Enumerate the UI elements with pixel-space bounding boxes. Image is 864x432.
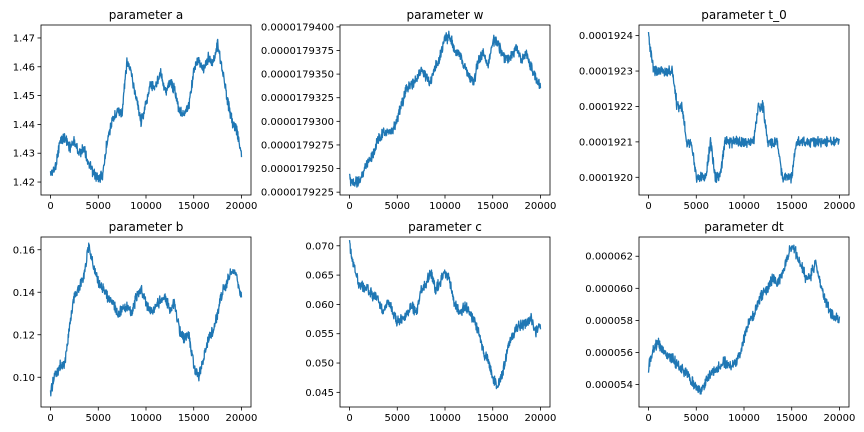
y-tick-label: 0.0000179225 xyxy=(261,188,334,199)
y-tick-label: 0.0001921 xyxy=(579,137,633,148)
x-tick-label: 10000 xyxy=(429,413,461,424)
trace-line xyxy=(49,38,243,183)
x-tick-label: 15000 xyxy=(776,201,808,212)
x-tick-label: 5000 xyxy=(86,201,111,212)
x-tick-label: 15000 xyxy=(776,413,808,424)
trace-line xyxy=(49,242,243,397)
subplot-title: parameter a xyxy=(109,8,184,22)
x-tick-label: 5000 xyxy=(684,201,709,212)
y-tick-label: 0.0000179350 xyxy=(261,70,334,81)
y-tick-label: 0.0001923 xyxy=(579,67,633,78)
axes-frame xyxy=(40,236,252,408)
y-tick-label: 1.46 xyxy=(13,62,35,73)
y-tick-label: 0.000060 xyxy=(585,284,633,295)
x-tick-label: 15000 xyxy=(477,201,509,212)
x-tick-label: 5000 xyxy=(86,413,111,424)
x-tick-label: 15000 xyxy=(178,201,210,212)
trace-line xyxy=(348,30,542,188)
x-tick-label: 20000 xyxy=(226,201,258,212)
x-tick-label: 20000 xyxy=(525,201,557,212)
y-tick-label: 0.065 xyxy=(305,271,334,282)
subplot-title: parameter b xyxy=(109,220,184,234)
subplot-1: parameter a 0 5000 10000 15000 20000 1.42 1.43 1… xyxy=(13,8,258,212)
subplot-5: parameter c 0 5000 10000 15000 20000 0.045 0.05… xyxy=(305,220,556,424)
x-tick-label: 0 xyxy=(645,413,651,424)
y-tick-label: 0.060 xyxy=(305,300,334,311)
x-tick-label: 10000 xyxy=(728,413,760,424)
y-tick-label: 0.0001922 xyxy=(579,102,633,113)
subplot-title: parameter c xyxy=(408,220,482,234)
y-tick-label: 1.44 xyxy=(13,120,35,131)
x-tick-label: 15000 xyxy=(477,413,509,424)
y-tick-label: 1.47 xyxy=(13,33,35,44)
y-tick-label: 0.055 xyxy=(305,329,334,340)
y-tick-label: 1.45 xyxy=(13,91,35,102)
y-tick-label: 0.0000179275 xyxy=(261,140,334,151)
x-tick-label: 5000 xyxy=(385,413,410,424)
trace-line xyxy=(647,244,841,395)
y-tick-label: 0.000056 xyxy=(585,348,633,359)
y-tick-label: 0.000054 xyxy=(585,380,633,391)
y-tick-label: 0.050 xyxy=(305,359,334,370)
y-tick-label: 0.12 xyxy=(13,330,35,341)
subplot-6: parameter dt 0 5000 10000 15000 20000 0.000054… xyxy=(585,220,855,424)
y-tick-label: 0.0001924 xyxy=(579,31,633,42)
x-tick-label: 0 xyxy=(47,413,53,424)
y-tick-label: 0.070 xyxy=(305,241,334,252)
x-tick-label: 5000 xyxy=(385,201,410,212)
x-tick-label: 20000 xyxy=(226,413,258,424)
x-tick-label: 15000 xyxy=(178,413,210,424)
subplot-title: parameter t_0 xyxy=(701,8,787,22)
subplot-title: parameter w xyxy=(407,8,484,22)
y-tick-label: 0.0000179250 xyxy=(261,164,334,175)
x-tick-label: 5000 xyxy=(684,413,709,424)
subplot-3: parameter t_0 0 5000 10000 15000 20000 0.00019… xyxy=(579,8,855,212)
x-tick-label: 20000 xyxy=(824,201,856,212)
subplot-4: parameter b 0 5000 10000 15000 20000 0.10 0.12 0… xyxy=(13,220,258,424)
y-tick-label: 0.000058 xyxy=(585,316,633,327)
subplot-title: parameter dt xyxy=(704,220,784,234)
y-tick-label: 0.10 xyxy=(13,373,35,384)
y-tick-label: 1.42 xyxy=(13,178,35,189)
y-tick-label: 0.0000179300 xyxy=(261,117,334,128)
x-tick-label: 10000 xyxy=(429,201,461,212)
x-tick-label: 0 xyxy=(346,413,352,424)
trace-line xyxy=(647,31,841,184)
y-tick-label: 0.000062 xyxy=(585,252,633,263)
y-tick-label: 1.43 xyxy=(13,149,35,160)
x-tick-label: 0 xyxy=(47,201,53,212)
trace-line xyxy=(348,240,542,390)
x-tick-label: 10000 xyxy=(130,201,162,212)
y-tick-label: 0.0000179400 xyxy=(261,22,334,33)
y-tick-label: 0.16 xyxy=(13,245,35,256)
x-tick-label: 10000 xyxy=(728,201,760,212)
y-tick-label: 0.0000179325 xyxy=(261,93,334,104)
x-tick-label: 0 xyxy=(645,201,651,212)
y-tick-label: 0.0001920 xyxy=(579,173,633,184)
axes-frame xyxy=(638,236,850,408)
y-tick-label: 0.0000179375 xyxy=(261,46,334,57)
y-tick-label: 0.045 xyxy=(305,388,334,399)
subplot-2: parameter w 0 5000 10000 15000 20000 0.0000179… xyxy=(261,8,557,212)
x-tick-label: 10000 xyxy=(130,413,162,424)
x-tick-label: 20000 xyxy=(824,413,856,424)
y-tick-label: 0.14 xyxy=(13,288,35,299)
x-tick-label: 0 xyxy=(346,201,352,212)
axes-frame xyxy=(638,24,850,196)
x-tick-label: 20000 xyxy=(525,413,557,424)
